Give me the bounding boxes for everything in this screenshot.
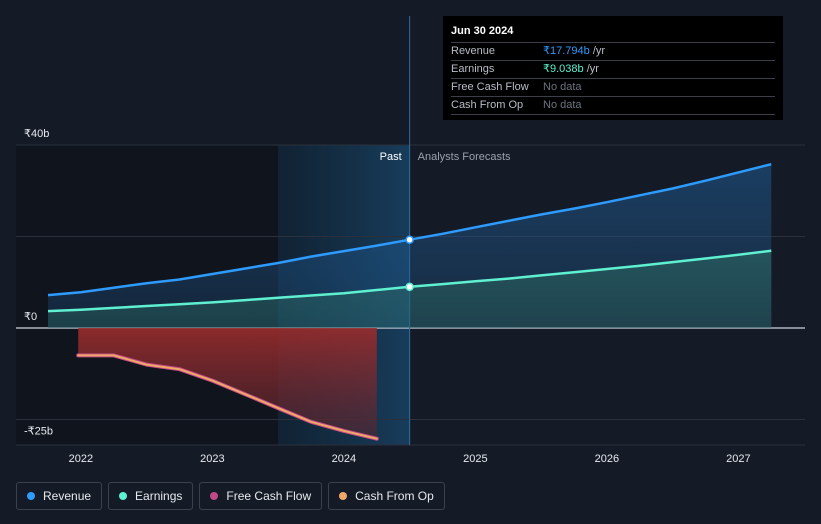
x-tick-label: 2027 [726,453,750,465]
tooltip-suffix: /yr [583,63,599,75]
x-tick-label: 2024 [332,453,356,465]
tooltip-label: Revenue [451,45,496,57]
legend-dot-icon [27,492,35,500]
x-tick-label: 2025 [463,453,487,465]
x-tick-label: 2023 [200,453,224,465]
tooltip-label: Cash From Op [451,99,524,111]
tooltip-row-earnings: Earnings ₹9.038b /yr [451,61,775,79]
tooltip-row-free-cash-flow: Free Cash Flow No data [451,79,775,97]
forecast-label: Analysts Forecasts [418,151,511,163]
x-tick-label: 2026 [595,453,619,465]
x-axis-labels: 2022 2023 2024 2025 2026 2027 [69,453,751,465]
legend-item-cash-from-op[interactable]: Cash From Op [328,482,445,510]
tooltip-value: ₹17.794b [543,45,590,57]
y-tick-label: -₹25b [24,425,53,437]
tooltip-row-cash-from-op: Cash From Op No data [451,97,775,115]
cash-area [78,328,377,439]
legend: Revenue Earnings Free Cash Flow Cash Fro… [16,482,445,510]
tooltip-value: ₹9.038b [543,63,584,75]
tooltip-row-revenue: Revenue ₹17.794b /yr [451,43,775,61]
tooltip-date: Jun 30 2024 [451,24,775,43]
y-axis-labels: ₹40b ₹0 -₹25b [24,128,53,437]
tooltip-value: No data [543,99,582,111]
legend-dot-icon [339,492,348,500]
past-label: Past [380,151,402,163]
hover-tooltip: Jun 30 2024 Revenue ₹17.794b /yr Earning… [443,16,783,120]
tooltip-label: Earnings [451,63,495,75]
tooltip-label: Free Cash Flow [451,81,529,93]
tooltip-suffix: /yr [589,45,606,57]
legend-label: Cash From Op [355,489,434,503]
x-tick-label: 2022 [69,453,93,465]
hover-markers [405,235,414,292]
revenue-marker [405,235,414,244]
legend-item-free-cash-flow[interactable]: Free Cash Flow [199,482,323,510]
earnings-marker [405,282,414,292]
legend-item-earnings[interactable]: Earnings [108,482,194,510]
legend-label: Free Cash Flow [226,489,312,503]
legend-dot-icon [119,492,128,500]
legend-label: Earnings [135,489,183,503]
legend-label: Revenue [43,489,92,503]
y-tick-label: ₹0 [24,311,37,323]
legend-dot-icon [210,492,219,500]
tooltip-value: No data [543,81,582,93]
y-tick-label: ₹40b [24,128,49,140]
legend-item-revenue[interactable]: Revenue [16,482,103,510]
cash-from-op-line [77,354,378,440]
